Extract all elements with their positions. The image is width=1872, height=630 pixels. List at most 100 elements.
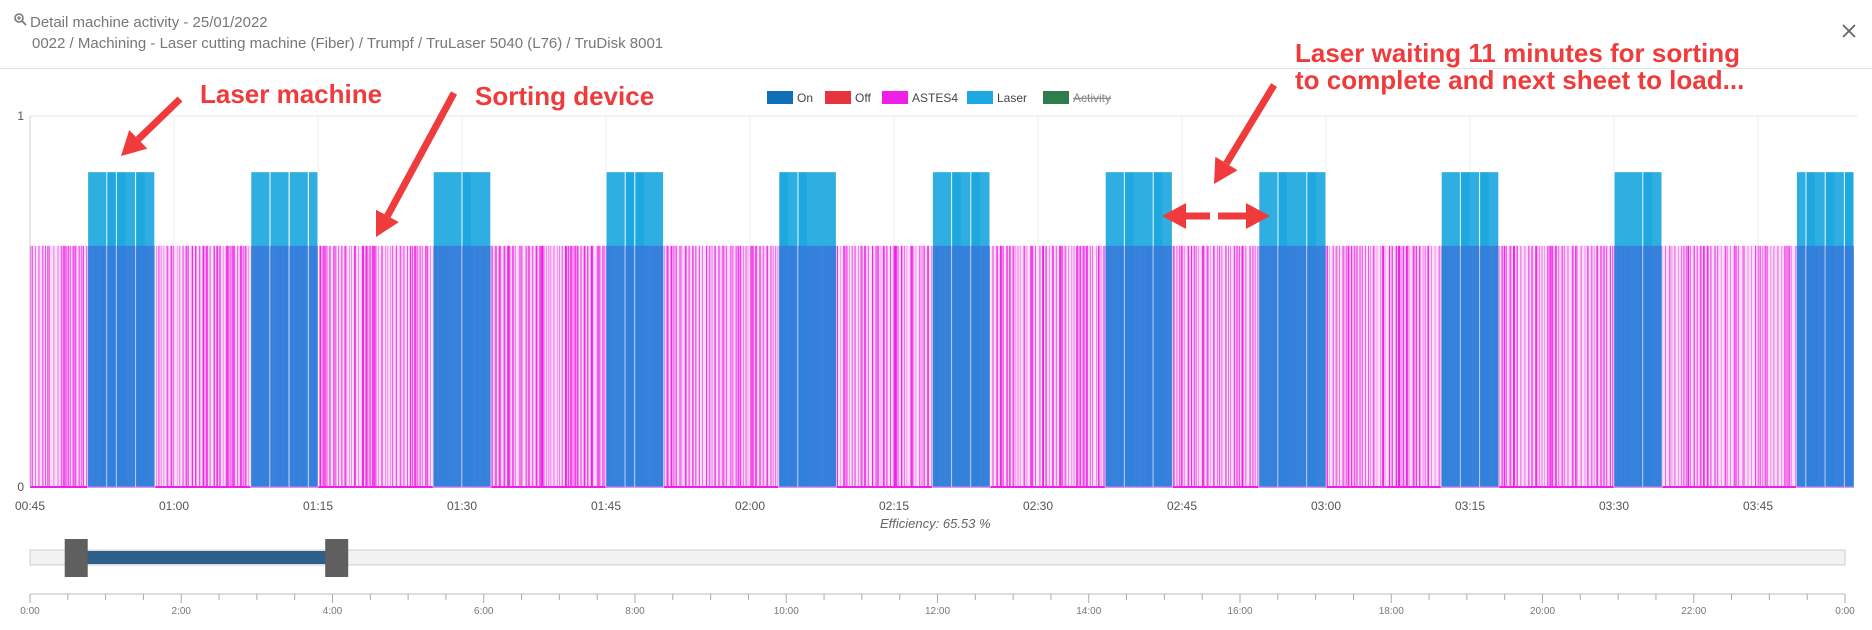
modal-title: Detail machine activity - 25/01/2022 [30, 13, 268, 31]
astes4-bar [1586, 245, 1589, 487]
navigator-selection[interactable] [86, 551, 327, 564]
astes4-bar [732, 245, 734, 487]
astes4-bar [1687, 245, 1690, 487]
astes4-bar [863, 245, 867, 487]
astes4-bar [409, 245, 412, 487]
astes4-bar [1742, 245, 1744, 487]
astes4-bar [1547, 245, 1549, 487]
astes4-bar [1408, 245, 1410, 487]
astes4-bar [82, 245, 84, 487]
astes4-bar [1596, 245, 1599, 487]
legend-item-laser[interactable]: Laser [967, 91, 1027, 105]
legend-item-on[interactable]: On [767, 91, 813, 105]
astes4-bar [1085, 245, 1088, 487]
astes4-bar [580, 245, 582, 487]
astes4-bar [1218, 245, 1221, 487]
astes4-bar [666, 245, 669, 487]
close-button[interactable] [1838, 20, 1860, 42]
astes4-bar [416, 245, 419, 487]
astes4-bar [1089, 245, 1091, 487]
astes4-bar [354, 245, 356, 487]
astes4-bar [424, 245, 427, 487]
astes4-bar [346, 245, 347, 487]
astes4-bar [1230, 245, 1232, 487]
navigator-handle-left[interactable] [64, 539, 88, 577]
astes4-bar [373, 245, 376, 487]
laser-sorting-overlap [250, 245, 270, 487]
astes4-bar [349, 245, 350, 487]
time-navigator[interactable]: 0:00 2:00 4:00 6:00 8:00 10:00 12:00 14:00 16:00… [0, 535, 1872, 625]
astes4-bar [1665, 245, 1666, 487]
navigator-track[interactable] [29, 549, 1846, 566]
astes4-bar [539, 245, 541, 487]
astes4-bar [1190, 245, 1193, 487]
astes4-bar [849, 245, 851, 487]
astes4-bar [185, 245, 188, 487]
astes4-bar [1225, 245, 1227, 487]
astes4-bar [1612, 245, 1614, 487]
astes4-bar [701, 245, 703, 487]
astes4-bar [1045, 245, 1047, 487]
astes4-bar [695, 245, 697, 487]
astes4-bar [1415, 245, 1418, 487]
astes4-bar [1359, 245, 1361, 487]
astes4-bar [880, 245, 882, 487]
astes4-bar [1097, 245, 1100, 487]
navigator-handle-right[interactable] [325, 539, 349, 577]
astes4-bar [602, 245, 605, 487]
astes4-bar [854, 245, 856, 487]
astes4-bar [1395, 245, 1398, 487]
x-tick-label: 01:30 [447, 499, 477, 513]
astes4-bar [30, 245, 32, 487]
astes4-bar [871, 245, 874, 487]
laser-sorting-overlap [798, 245, 837, 487]
astes4-bar [358, 245, 359, 487]
astes4-bar [170, 245, 173, 487]
astes4-bar [160, 245, 162, 487]
astes4-bar [1764, 245, 1767, 487]
astes4-bar [775, 245, 777, 487]
astes4-bar [679, 245, 681, 487]
navigator-tick-label: 0:00 [20, 606, 40, 617]
astes4-bar [1781, 245, 1783, 487]
astes4-bar [1092, 245, 1093, 487]
astes4-bar [1196, 245, 1198, 487]
astes4-bar [1505, 245, 1507, 487]
astes4-bar [604, 245, 607, 487]
astes4-bar [721, 245, 725, 487]
astes4-bar [1073, 245, 1075, 487]
astes4-bar [494, 245, 497, 487]
legend-item-activity[interactable]: Activity [1043, 91, 1111, 105]
astes4-bar [507, 245, 510, 487]
astes4-bar [199, 245, 201, 487]
astes4-bar [1600, 245, 1603, 487]
astes4-bar [541, 245, 544, 487]
astes4-bar [369, 245, 371, 487]
astes4-bar [559, 245, 560, 487]
astes4-bar [375, 245, 377, 487]
legend-item-off[interactable]: Off [825, 91, 871, 105]
astes4-bar [1376, 245, 1378, 487]
astes4-bar [53, 245, 55, 487]
astes4-bar [213, 245, 216, 487]
astes4-bar [403, 245, 405, 487]
zoom-icon [14, 13, 27, 31]
astes4-bar [556, 245, 558, 487]
astes4-bar [1049, 245, 1050, 487]
arrow-gap-right [1218, 203, 1270, 229]
navigator-tick-label: 16:00 [1227, 606, 1252, 617]
astes4-bar [1702, 245, 1705, 487]
legend-item-astes4[interactable]: ASTES4 [882, 91, 958, 105]
astes4-bar [329, 245, 331, 487]
astes4-bar [1784, 245, 1786, 487]
astes4-bar [378, 245, 379, 487]
astes4-bar [688, 245, 691, 487]
activity-chart[interactable]: 00:45 01:00 01:15 01:30 01:45 02:00 02:15 02:30… [0, 70, 1872, 520]
astes4-bar [1693, 245, 1695, 487]
astes4-bar [1710, 245, 1712, 487]
astes4-bar [191, 245, 194, 487]
astes4-bar [1397, 245, 1401, 487]
astes4-bar [1176, 245, 1178, 487]
astes4-bar [1206, 245, 1209, 487]
astes4-bar [1400, 245, 1402, 487]
